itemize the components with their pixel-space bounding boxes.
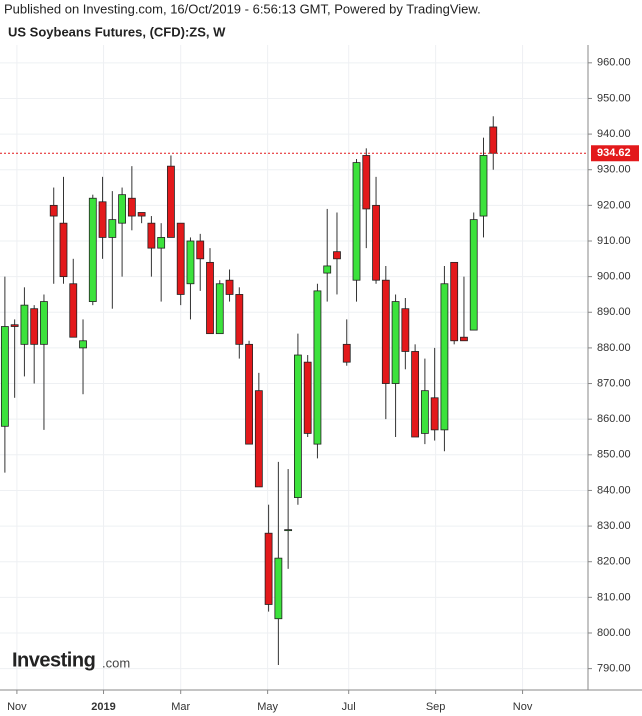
candle-body [401, 308, 410, 352]
y-tick-label: 900.00 [597, 271, 631, 283]
candle-body [294, 354, 302, 498]
candle-body [186, 240, 195, 285]
candle-body [118, 194, 126, 224]
candle-body [381, 279, 390, 384]
candle-body [274, 557, 283, 620]
y-tick-label: 870.00 [597, 377, 631, 389]
candle-body [235, 294, 244, 345]
candle-body [88, 197, 97, 302]
candle-body [372, 204, 380, 281]
candle-body [196, 240, 205, 260]
candle-body [206, 261, 214, 335]
candle-body [333, 251, 341, 260]
candle-body [362, 155, 371, 210]
last-price-box [591, 145, 639, 162]
candle-body [157, 237, 166, 249]
candle-body [127, 197, 136, 217]
y-tick-label: 820.00 [597, 556, 631, 568]
candle-body [40, 301, 48, 345]
candle-body [79, 340, 87, 349]
x-tick-label: Jul [342, 701, 356, 713]
logo: Investing .com [12, 649, 130, 671]
candle-body [430, 397, 439, 431]
candle-body [440, 283, 449, 431]
y-tick-label: 950.00 [597, 92, 631, 104]
logo-suffix: .com [102, 655, 130, 670]
x-tick-label: May [257, 701, 278, 713]
candle-body [176, 222, 185, 295]
y-tick-label: 840.00 [597, 484, 631, 496]
candle-body [98, 201, 107, 238]
candle-body [469, 219, 478, 331]
candle-body [167, 165, 175, 238]
y-tick-label: 890.00 [597, 306, 631, 318]
candle-body [313, 290, 322, 445]
candle-body [225, 279, 234, 295]
last-price-label: 934.62 [597, 147, 631, 159]
candle-body [323, 265, 332, 274]
candle-body [10, 324, 19, 327]
candle-body [420, 390, 429, 434]
candle-body [254, 390, 263, 488]
candle-body [147, 222, 156, 249]
candle-body [411, 351, 420, 438]
y-tick-label: 850.00 [597, 449, 631, 461]
candle-body [284, 529, 293, 532]
x-tick-label: 2019 [91, 701, 115, 713]
candle-body [30, 308, 39, 345]
y-tick-label: 880.00 [597, 342, 631, 354]
logo-name: Investing [12, 649, 95, 671]
y-tick-label: 930.00 [597, 164, 631, 176]
x-tick-label: Nov [513, 701, 533, 713]
candle-body [352, 162, 361, 281]
y-tick-label: 800.00 [597, 627, 631, 639]
candle-body [391, 301, 400, 384]
candle-body [303, 361, 312, 434]
candle-body [342, 343, 351, 363]
y-tick-label: 860.00 [597, 413, 631, 425]
y-tick-label: 790.00 [597, 663, 631, 675]
chart-title: US Soybeans Futures, (CFD):ZS, W [8, 24, 226, 39]
candle-body [245, 343, 253, 445]
candle-body [264, 532, 273, 605]
candle-body [489, 126, 498, 154]
candle-body [450, 261, 459, 342]
candle-body [460, 336, 468, 342]
candle-body [59, 222, 68, 278]
candle-body [215, 283, 224, 335]
x-tick-label: Sep [426, 701, 446, 713]
header: Published on Investing.com, 16/Oct/2019 … [4, 1, 481, 16]
candle-body [479, 155, 488, 217]
x-tick-label: Mar [171, 701, 190, 713]
candle-body [69, 283, 78, 338]
candle-body [108, 219, 117, 238]
y-tick-label: 960.00 [597, 57, 631, 69]
x-tick-label: Nov [7, 701, 27, 713]
y-tick-label: 910.00 [597, 235, 631, 247]
grid [0, 45, 588, 690]
candle-body [49, 204, 58, 217]
candle-body [20, 304, 29, 345]
candle-body [137, 212, 146, 217]
y-tick-label: 920.00 [597, 199, 631, 211]
y-tick-label: 940.00 [597, 128, 631, 140]
y-tick-label: 810.00 [597, 591, 631, 603]
candle-body [0, 326, 9, 427]
y-tick-label: 830.00 [597, 520, 631, 532]
